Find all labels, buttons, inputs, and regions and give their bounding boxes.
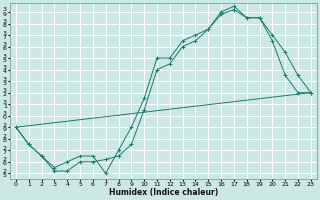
X-axis label: Humidex (Indice chaleur): Humidex (Indice chaleur) [109, 188, 218, 197]
